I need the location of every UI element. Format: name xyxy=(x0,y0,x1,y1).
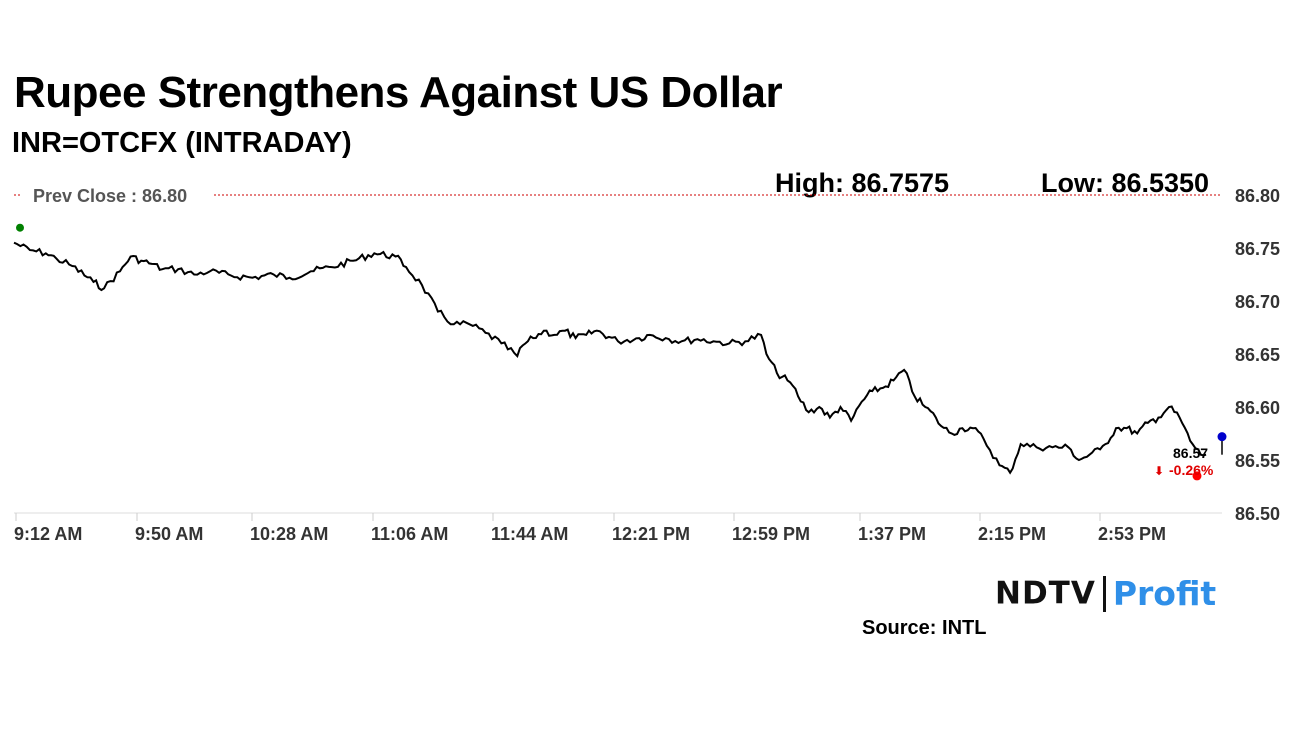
end-dot xyxy=(1217,432,1227,442)
y-tick-label: 86.75 xyxy=(1235,239,1280,259)
x-tick-label: 1:37 PM xyxy=(858,524,926,544)
x-tick-label: 9:12 AM xyxy=(14,524,82,544)
x-tick-label: 2:53 PM xyxy=(1098,524,1166,544)
high-value: High: 86.7575 xyxy=(775,168,950,198)
change-label: -0.26% xyxy=(1169,462,1214,478)
y-tick-label: 86.70 xyxy=(1235,292,1280,312)
chart-subtitle: INR=OTCFX (INTRADAY) xyxy=(12,127,352,159)
x-axis: 9:12 AM 9:50 AM 10:28 AM 11:06 AM 11:44 AM 12… xyxy=(14,513,1166,544)
prev-close-label: Prev Close : 86.80 xyxy=(33,186,187,206)
change-arrow-icon: ⬇ xyxy=(1154,464,1164,478)
y-tick-label: 86.60 xyxy=(1235,398,1280,418)
x-tick-label: 2:15 PM xyxy=(978,524,1046,544)
y-axis: 86.80 86.75 86.70 86.65 86.60 86.55 86.50 xyxy=(1235,186,1280,524)
x-tick-label: 9:50 AM xyxy=(135,524,203,544)
x-tick-label: 12:59 PM xyxy=(732,524,810,544)
low-dot xyxy=(1192,471,1202,481)
y-tick-label: 86.65 xyxy=(1235,345,1280,365)
x-tick-label: 11:06 AM xyxy=(371,524,448,544)
chart-title: Rupee Strengthens Against US Dollar xyxy=(14,68,783,117)
x-tick-label: 10:28 AM xyxy=(250,524,328,544)
source-note: Source: INTL xyxy=(862,617,987,639)
y-tick-label: 86.80 xyxy=(1235,186,1280,206)
start-dot xyxy=(16,223,24,232)
y-tick-label: 86.55 xyxy=(1235,451,1280,471)
x-tick-label: 11:44 AM xyxy=(491,524,568,544)
y-tick-label: 86.50 xyxy=(1235,504,1280,524)
ndtv-profit-logo: NDTV Profit xyxy=(995,574,1217,613)
price-line xyxy=(13,241,1207,475)
low-value: Low: 86.5350 xyxy=(1041,168,1210,198)
x-tick-label: 12:21 PM xyxy=(612,524,690,544)
last-value-label: 86.57 xyxy=(1173,445,1208,461)
